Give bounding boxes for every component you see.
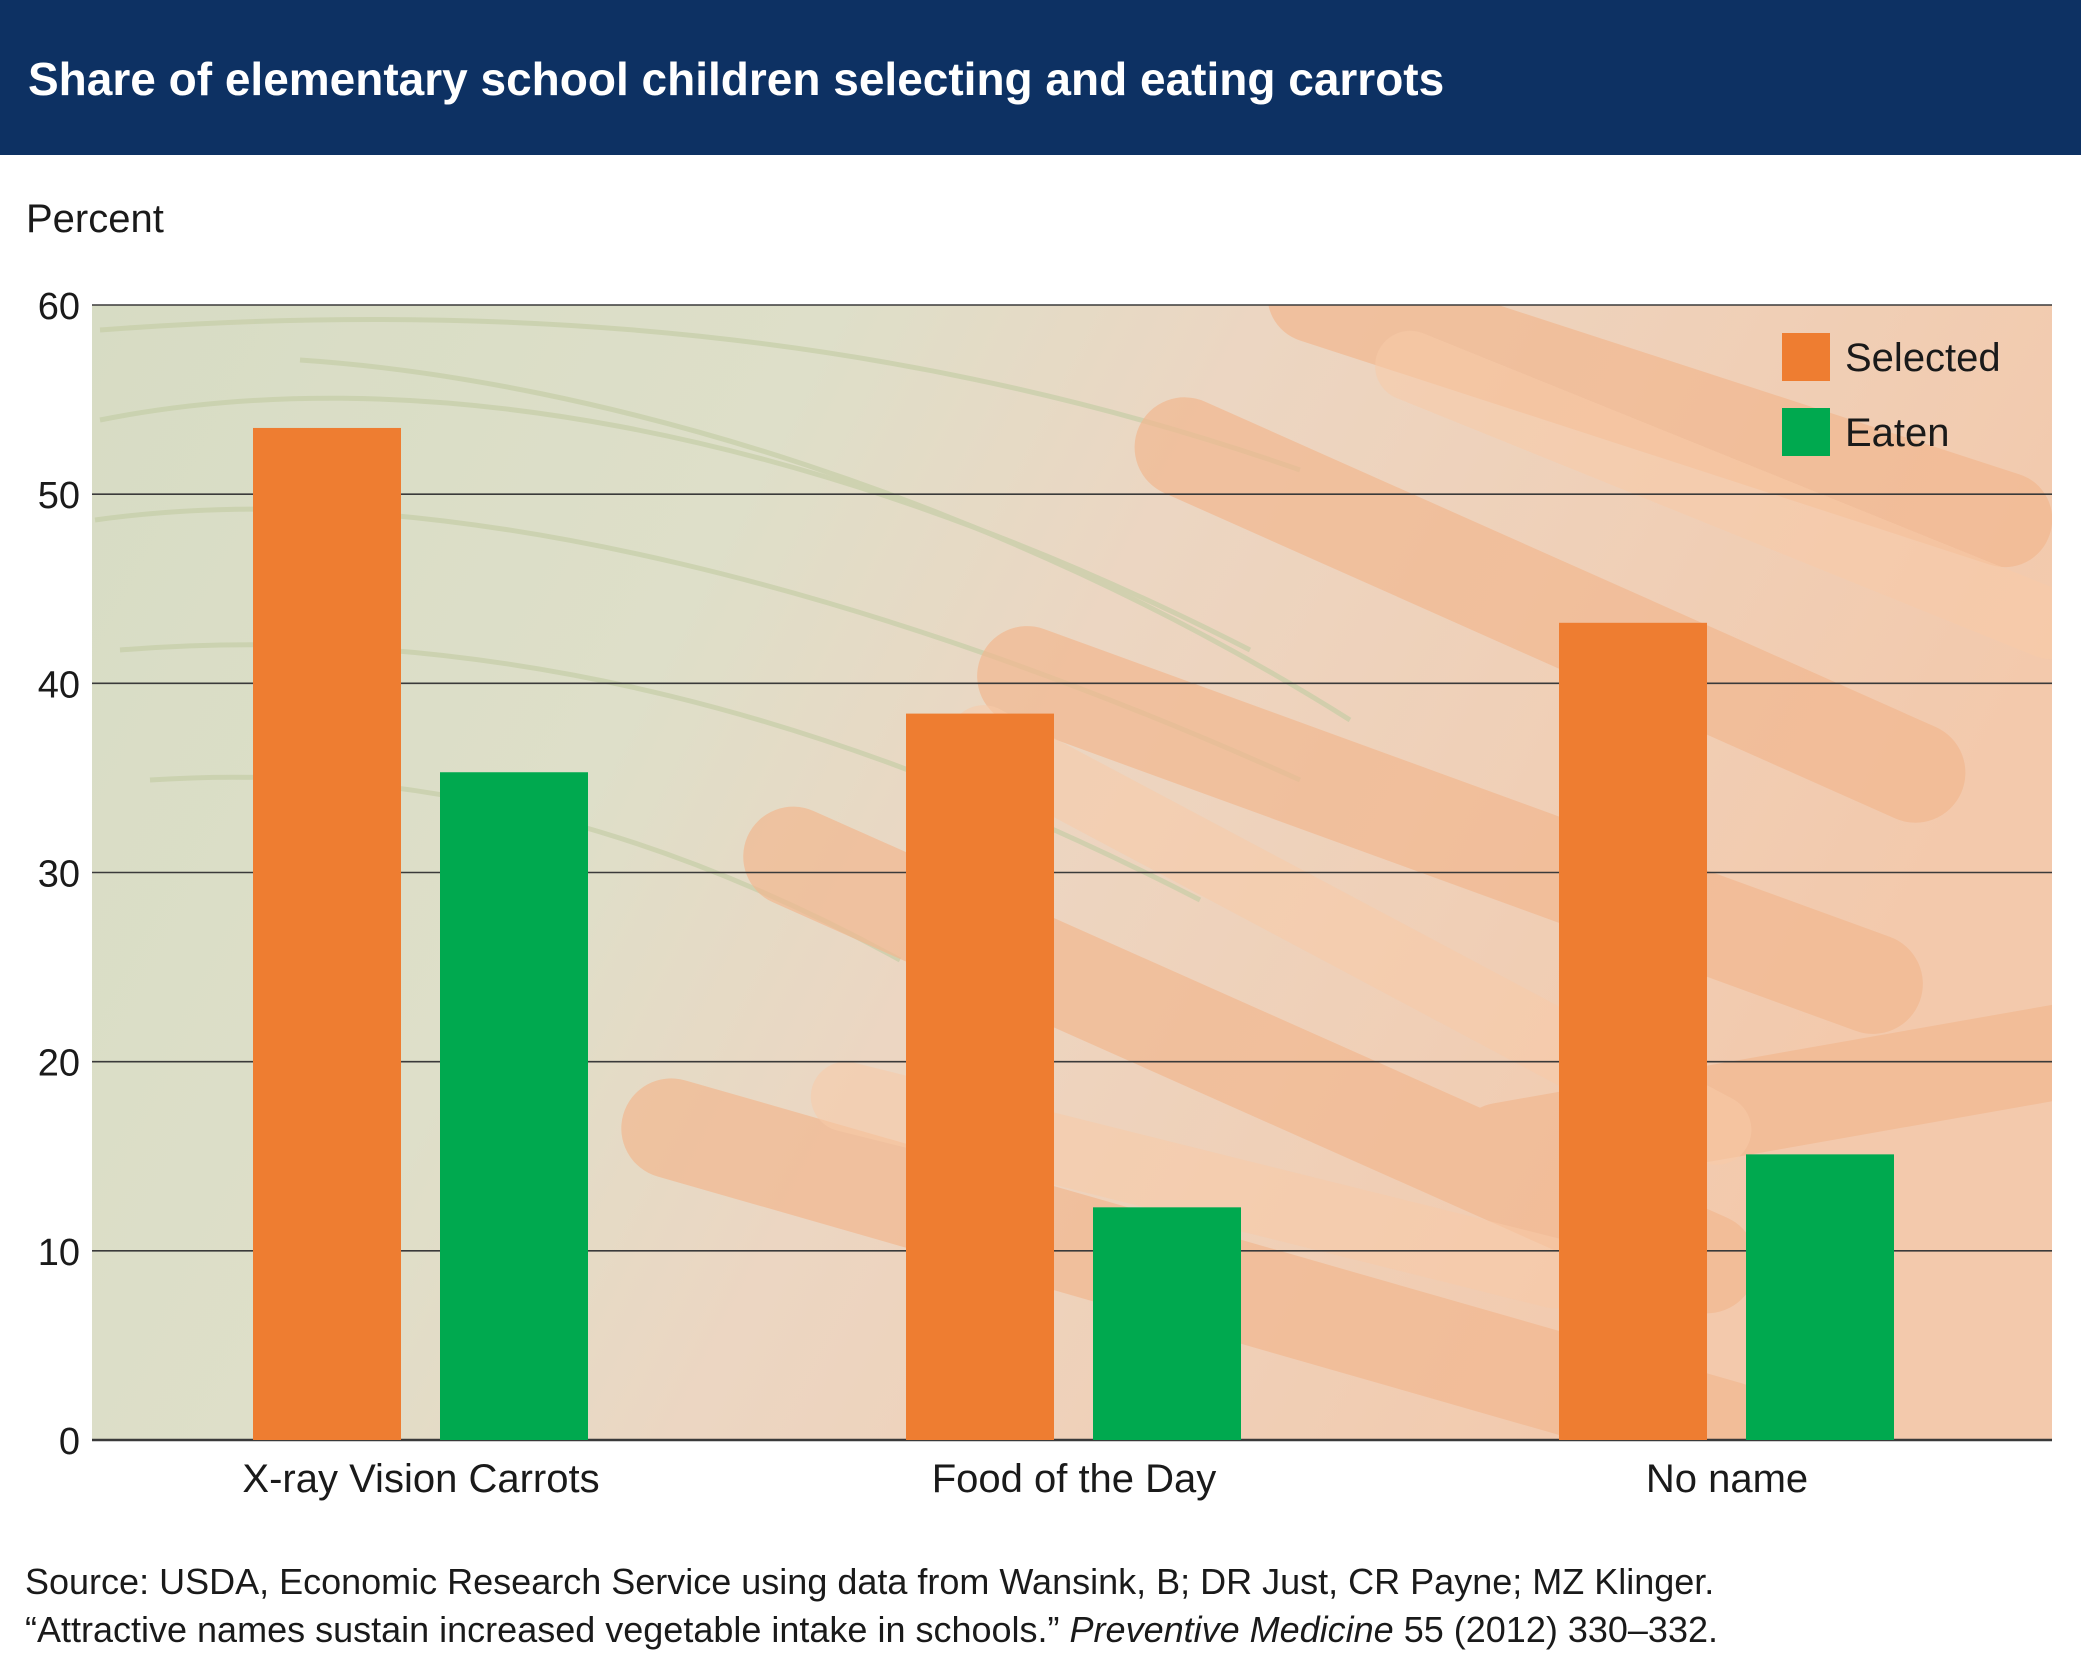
chart-title: Share of elementary school children sele… [28, 53, 1445, 105]
x-tick-label: No name [1646, 1457, 1808, 1501]
source-note: Source: USDA, Economic Research Service … [25, 1558, 1718, 1654]
bars [253, 427, 1894, 1440]
legend-swatch-selected [1782, 333, 1830, 381]
bar-selected-3 [1559, 622, 1707, 1440]
source-journal: Preventive Medicine [1069, 1609, 1394, 1650]
legend-label-eaten: Eaten [1845, 411, 1950, 455]
y-tick-label: 20 [38, 1043, 80, 1085]
y-tick-label: 0 [59, 1421, 80, 1463]
legend-swatch-eaten [1782, 408, 1830, 456]
bar-eaten-3 [1746, 1154, 1894, 1440]
y-tick-label: 10 [38, 1232, 80, 1274]
legend-label-selected: Selected [1845, 336, 2001, 380]
bar-selected-2 [906, 713, 1054, 1440]
bar-eaten-1 [440, 772, 588, 1440]
bar-eaten-2 [1093, 1207, 1241, 1440]
y-axis-label: Percent [26, 197, 164, 241]
y-tick-label: 30 [38, 854, 80, 896]
title-bar: Share of elementary school children sele… [0, 0, 2081, 155]
y-tick-label: 60 [38, 286, 80, 328]
bar-chart: 0 10 20 30 40 50 60 Percent X-ray Vision Carro… [26, 197, 2052, 1501]
gridlines [92, 304, 2052, 1442]
bar-selected-1 [253, 427, 401, 1440]
source-line-2: “Attractive names sustain increased vege… [25, 1606, 1718, 1654]
x-tick-label: X-ray Vision Carrots [242, 1457, 599, 1501]
source-article-title: “Attractive names sustain increased vege… [25, 1609, 1060, 1650]
source-citation-details: 55 (2012) 330–332. [1393, 1609, 1718, 1650]
y-tick-label: 50 [38, 475, 80, 517]
source-journal-spacer [1060, 1609, 1070, 1650]
y-tick-label: 40 [38, 664, 80, 706]
legend: Selected Eaten [1782, 333, 2001, 456]
y-axis-tick-labels: 0 10 20 30 40 50 60 [38, 286, 80, 1463]
x-axis-category-labels: X-ray Vision Carrots Food of the Day No na… [242, 1457, 1808, 1501]
x-tick-label: Food of the Day [932, 1457, 1217, 1501]
source-line-1: Source: USDA, Economic Research Service … [25, 1561, 1715, 1602]
